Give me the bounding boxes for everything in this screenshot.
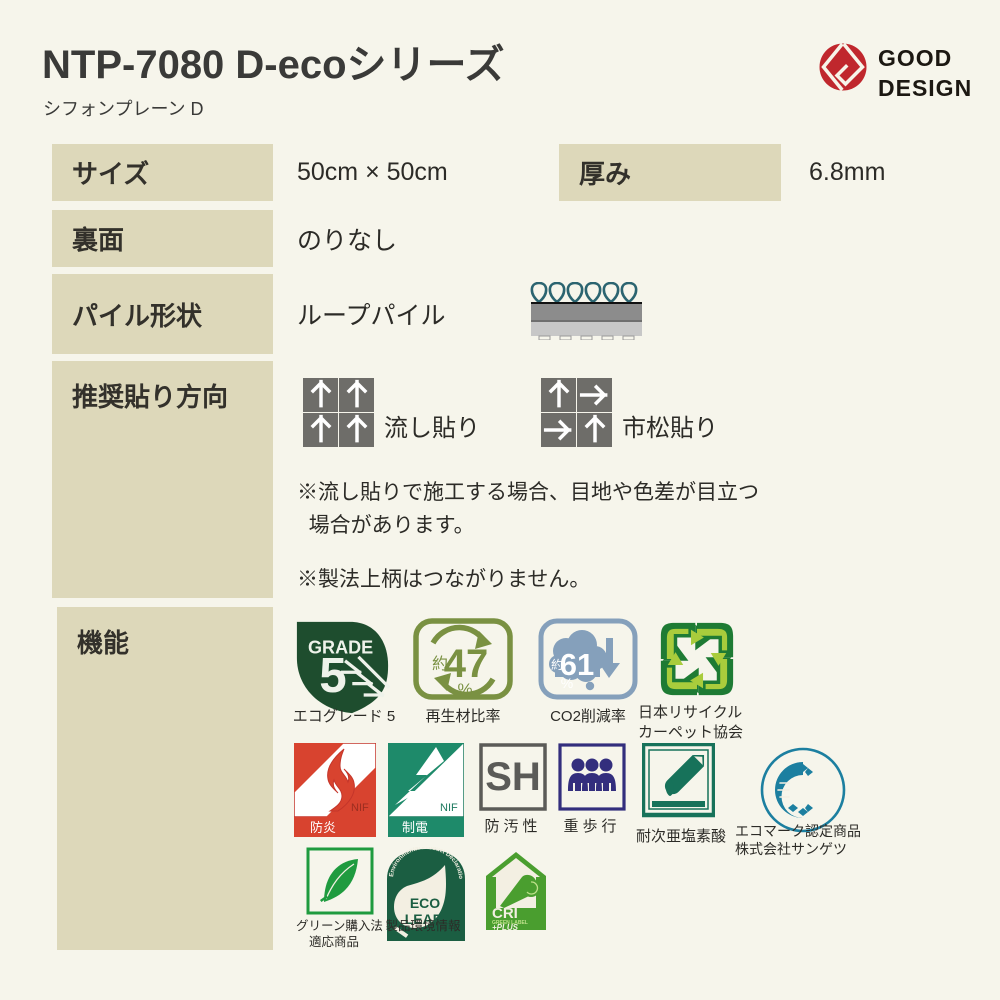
svg-text:NIF: NIF [351, 802, 369, 814]
svg-text:約: 約 [432, 655, 448, 673]
svg-text:NIF: NIF [440, 802, 458, 814]
svg-text:5: 5 [319, 648, 346, 703]
svg-text:SH: SH [485, 755, 541, 799]
svg-text:%: % [457, 680, 472, 699]
svg-text:+PLUS: +PLUS [492, 923, 519, 932]
svg-text:ECO: ECO [410, 895, 440, 911]
svg-text:制電: 制電 [402, 820, 428, 835]
svg-text:%: % [561, 675, 573, 691]
svg-text:防炎: 防炎 [310, 820, 336, 835]
svg-text:約: 約 [551, 657, 563, 672]
